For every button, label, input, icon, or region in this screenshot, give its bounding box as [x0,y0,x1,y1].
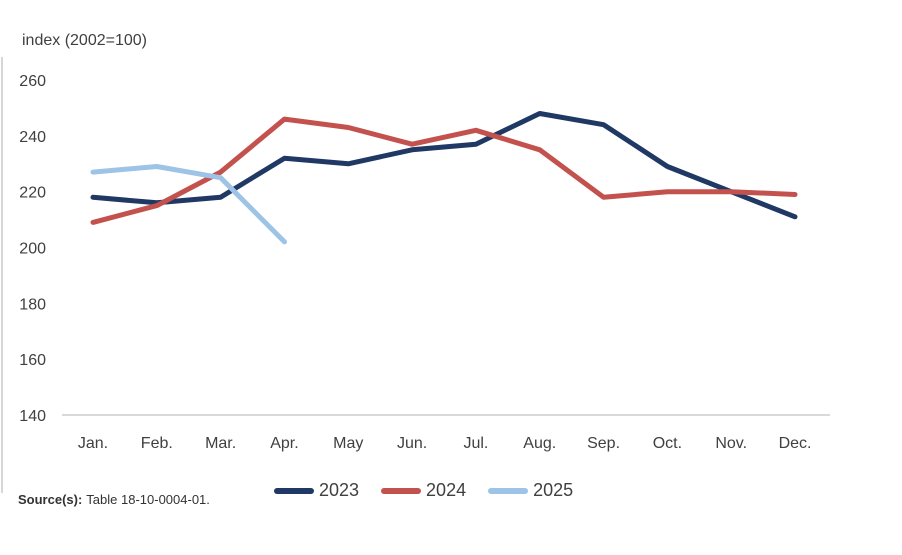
legend-label-2024: 2024 [426,480,467,500]
source-label: Source(s): [18,492,83,507]
page-left-border [1,57,3,493]
legend-swatch-2023 [274,487,314,494]
y-tick-label: 260 [19,73,46,90]
x-tick-label: Sep. [587,435,620,452]
source-value: Table 18-10-0004-01. [86,492,210,507]
legend-swatch-2025 [488,487,529,494]
x-tick-label: Mar. [205,435,236,452]
x-tick-label: Feb. [141,435,173,452]
series-line-2023 [90,111,798,220]
legend-swatch-2024 [381,487,422,494]
legend-item-2023: 2023 [274,480,359,501]
y-tick-label: 220 [19,185,46,202]
x-tick-label: Jan. [78,435,108,452]
chart-title: index (2002=100) [22,32,147,49]
x-tick-label: Aug. [523,435,556,452]
x-tick-label: May [333,435,363,452]
x-tick-label: Apr. [270,435,298,452]
y-tick-label: 160 [19,352,46,369]
source-note: Source(s): Table 18-10-0004-01. [18,492,210,507]
y-tick-label: 240 [19,129,46,146]
y-tick-label: 200 [19,241,46,258]
x-tick-label: Dec. [779,435,812,452]
x-tick-label: Oct. [653,435,682,452]
x-tick-label: Jul. [463,435,488,452]
legend-label-2025: 2025 [533,480,574,500]
legend-label-2023: 2023 [319,480,360,500]
legend-item-2024: 2024 [381,480,466,501]
x-tick-label: Jun. [397,435,427,452]
series-line-2024 [90,116,798,225]
chart-legend: 2023 2024 2025 [274,480,573,501]
legend-item-2025: 2025 [488,480,573,501]
x-tick-label: Nov. [715,435,747,452]
y-tick-label: 140 [19,408,46,425]
y-tick-label: 180 [19,296,46,313]
series-line-2025 [90,164,287,245]
